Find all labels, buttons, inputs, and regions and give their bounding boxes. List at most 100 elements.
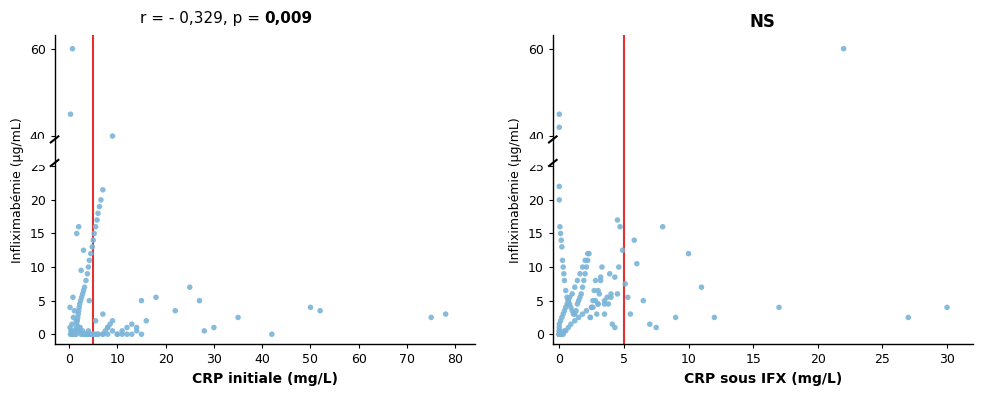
Point (82, 257, 97, 264)
X-axis label: CRP sous IFX (mg/L): CRP sous IFX (mg/L) (684, 372, 842, 386)
Point (68, 328, 84, 334)
Point (582, 251, 597, 257)
Point (575, 311, 590, 317)
Point (620, 294, 636, 301)
Point (206, 324, 221, 331)
Point (572, 271, 587, 277)
Point (109, 331, 125, 337)
Point (570, 278, 585, 284)
Point (567, 318, 583, 324)
Point (602, 271, 618, 277)
Point (92, 203, 107, 210)
Text: r = - 0,329, p =: r = - 0,329, p = (140, 11, 265, 26)
Point (586, 287, 602, 294)
Point (83, 251, 98, 257)
Point (129, 324, 145, 331)
Point (81, 331, 96, 337)
Point (73, 331, 89, 337)
Point (65, 294, 81, 301)
Point (557, 278, 573, 284)
Point (77, 284, 92, 290)
Point (558, 287, 574, 294)
Point (592, 274, 608, 280)
Text: 0,009: 0,009 (265, 11, 313, 26)
Point (119, 331, 135, 337)
Point (64, 321, 80, 328)
Point (551, 328, 567, 334)
Point (583, 314, 598, 321)
Point (66, 331, 82, 337)
Point (76, 287, 92, 294)
Point (438, 311, 454, 317)
Point (551, 331, 567, 337)
Point (554, 314, 570, 321)
Point (63, 331, 79, 337)
Point (590, 301, 606, 307)
Point (771, 304, 787, 310)
Point (596, 297, 612, 304)
Point (551, 124, 567, 131)
Title: NS: NS (750, 13, 775, 31)
Point (551, 331, 567, 337)
Point (95, 311, 111, 317)
Point (835, 46, 851, 52)
Point (66, 331, 82, 337)
Point (562, 294, 578, 301)
Point (69, 230, 85, 237)
Point (88, 224, 103, 230)
Point (551, 324, 567, 331)
Point (900, 314, 916, 321)
Point (93, 197, 109, 203)
Point (565, 291, 581, 297)
Bar (26, 139, 48, 164)
Point (551, 331, 567, 337)
Point (69, 324, 85, 331)
Point (71, 224, 87, 230)
Point (554, 244, 570, 250)
Point (230, 314, 246, 321)
Point (66, 331, 82, 337)
Point (67, 308, 83, 314)
Point (571, 314, 586, 321)
Point (86, 331, 101, 337)
Point (561, 297, 577, 304)
Point (97, 328, 113, 334)
Point (554, 331, 570, 337)
Point (99, 331, 115, 337)
Point (75, 328, 91, 334)
Point (551, 183, 567, 190)
Point (561, 324, 577, 331)
Point (71, 304, 87, 310)
Point (65, 331, 81, 337)
Point (694, 284, 709, 290)
Point (104, 328, 120, 334)
Point (578, 257, 593, 264)
Point (99, 324, 115, 331)
Point (303, 304, 319, 310)
Point (91, 331, 106, 337)
Point (563, 321, 579, 328)
Point (78, 331, 93, 337)
Point (312, 308, 328, 314)
Point (568, 308, 584, 314)
Point (627, 237, 643, 243)
Point (552, 224, 568, 230)
Point (575, 284, 590, 290)
Point (149, 294, 164, 301)
Point (71, 308, 87, 314)
Point (617, 281, 633, 287)
Point (599, 294, 615, 301)
Point (90, 217, 105, 223)
Bar (523, 139, 546, 164)
Point (80, 271, 95, 277)
Point (129, 328, 145, 334)
Point (585, 304, 601, 310)
Point (600, 301, 616, 307)
Point (85, 244, 100, 250)
Point (615, 247, 631, 253)
Point (82, 297, 97, 304)
Point (91, 210, 106, 216)
Point (585, 297, 601, 304)
Point (91, 331, 106, 337)
Point (73, 267, 89, 274)
